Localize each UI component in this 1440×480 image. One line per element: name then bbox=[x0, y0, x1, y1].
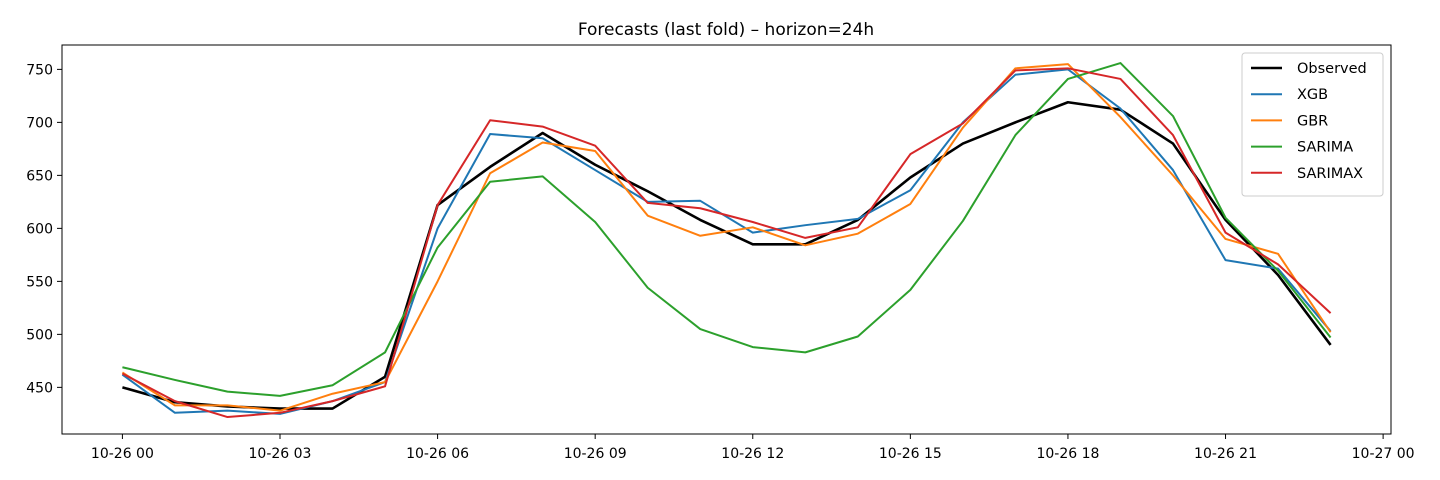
x-tick-label: 10-26 12 bbox=[721, 446, 784, 462]
chart-title: Forecasts (last fold) – horizon=24h bbox=[578, 20, 874, 40]
series-line-sarima bbox=[122, 62, 1332, 397]
plot-frame bbox=[61, 44, 1392, 435]
legend: Observed XGB GBR SARIMA SARIMAX bbox=[1241, 52, 1384, 197]
y-tick-label: 750 bbox=[26, 62, 53, 78]
x-tick-label: 10-26 15 bbox=[879, 446, 942, 462]
legend-box bbox=[1241, 52, 1384, 197]
x-tick-label: 10-26 21 bbox=[1194, 446, 1257, 462]
y-tick-label: 500 bbox=[26, 327, 53, 343]
series-line-xgb bbox=[121, 68, 1332, 415]
y-tick-label: 600 bbox=[26, 221, 53, 237]
x-tick-label: 10-27 00 bbox=[1352, 446, 1415, 462]
y-tick-label: 450 bbox=[26, 380, 53, 396]
legend-label-sarimax: SARIMAX bbox=[1297, 166, 1363, 182]
legend-label-gbr: GBR bbox=[1297, 113, 1328, 129]
series-line-sarimax bbox=[121, 67, 1332, 419]
legend-label-xgb: XGB bbox=[1297, 87, 1328, 103]
x-tick-label: 10-26 00 bbox=[91, 446, 154, 462]
plot-area bbox=[121, 62, 1332, 419]
series-line-gbr bbox=[121, 63, 1332, 412]
x-tick-label: 10-26 06 bbox=[406, 446, 469, 462]
x-tick-label: 10-26 09 bbox=[564, 446, 627, 462]
x-tick-label: 10-26 03 bbox=[249, 446, 312, 462]
legend-label-observed: Observed bbox=[1297, 61, 1367, 77]
x-tick-label: 10-26 18 bbox=[1036, 446, 1099, 462]
y-tick-label: 550 bbox=[26, 274, 53, 290]
legend-label-sarima: SARIMA bbox=[1297, 140, 1353, 156]
y-tick-label: 700 bbox=[26, 115, 53, 131]
axes: 10-26 00 10-26 03 10-26 06 10-26 09 10-26 12… bbox=[26, 44, 1415, 462]
y-tick-label: 650 bbox=[26, 168, 53, 184]
